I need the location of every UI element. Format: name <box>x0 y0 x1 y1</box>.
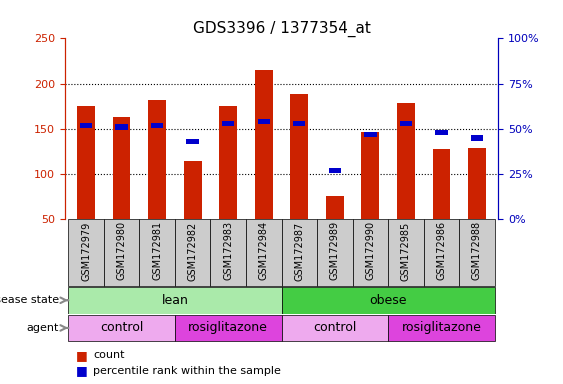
Text: GSM172990: GSM172990 <box>365 221 376 280</box>
Bar <box>432 149 450 219</box>
Bar <box>459 219 495 286</box>
Text: GSM172986: GSM172986 <box>436 221 446 280</box>
Bar <box>361 132 379 219</box>
Text: rosiglitazone: rosiglitazone <box>188 321 268 334</box>
Bar <box>140 219 175 286</box>
Bar <box>115 124 128 130</box>
Bar <box>282 314 388 341</box>
Bar <box>151 122 163 128</box>
Bar <box>68 219 104 286</box>
Text: control: control <box>313 321 356 334</box>
Text: GSM172984: GSM172984 <box>259 221 269 280</box>
Title: GDS3396 / 1377354_at: GDS3396 / 1377354_at <box>193 21 370 37</box>
Bar <box>388 219 423 286</box>
Text: percentile rank within the sample: percentile rank within the sample <box>93 366 281 376</box>
Text: GSM172985: GSM172985 <box>401 221 411 281</box>
Bar <box>175 219 211 286</box>
Bar <box>364 132 377 137</box>
Bar <box>222 121 234 126</box>
Text: disease state: disease state <box>0 295 59 305</box>
Text: agent: agent <box>26 323 59 333</box>
Text: count: count <box>93 350 124 360</box>
Bar <box>211 219 246 286</box>
Bar <box>113 117 131 219</box>
Bar <box>326 196 343 219</box>
Text: GSM172982: GSM172982 <box>187 221 198 281</box>
Bar <box>400 121 412 126</box>
Bar <box>246 219 282 286</box>
Text: control: control <box>100 321 144 334</box>
Bar <box>255 70 272 219</box>
Bar <box>186 139 199 144</box>
Text: GSM172987: GSM172987 <box>294 221 304 281</box>
Bar <box>471 135 483 141</box>
Bar <box>104 219 140 286</box>
Text: ■: ■ <box>76 364 88 377</box>
Text: obese: obese <box>369 294 407 307</box>
Bar <box>68 314 175 341</box>
Text: GSM172980: GSM172980 <box>117 221 127 280</box>
Bar <box>282 287 495 314</box>
Text: GSM172979: GSM172979 <box>81 221 91 281</box>
Bar <box>77 106 95 219</box>
Bar <box>220 106 237 219</box>
Text: GSM172983: GSM172983 <box>223 221 233 280</box>
Bar <box>148 100 166 219</box>
Bar <box>352 219 388 286</box>
Bar <box>423 219 459 286</box>
Bar <box>388 314 495 341</box>
Bar <box>317 219 352 286</box>
Bar <box>435 130 448 135</box>
Bar <box>329 168 341 173</box>
Bar <box>291 94 308 219</box>
Bar <box>184 161 202 219</box>
Bar <box>468 148 486 219</box>
Text: GSM172989: GSM172989 <box>330 221 340 280</box>
Text: rosiglitazone: rosiglitazone <box>401 321 481 334</box>
Text: lean: lean <box>162 294 189 307</box>
Text: GSM172988: GSM172988 <box>472 221 482 280</box>
Text: ■: ■ <box>76 349 88 362</box>
Bar <box>175 314 282 341</box>
Bar <box>80 122 92 128</box>
Bar <box>293 121 306 126</box>
Bar <box>257 119 270 124</box>
Bar <box>397 103 415 219</box>
Bar <box>282 219 317 286</box>
Text: GSM172981: GSM172981 <box>152 221 162 280</box>
Bar <box>68 287 282 314</box>
